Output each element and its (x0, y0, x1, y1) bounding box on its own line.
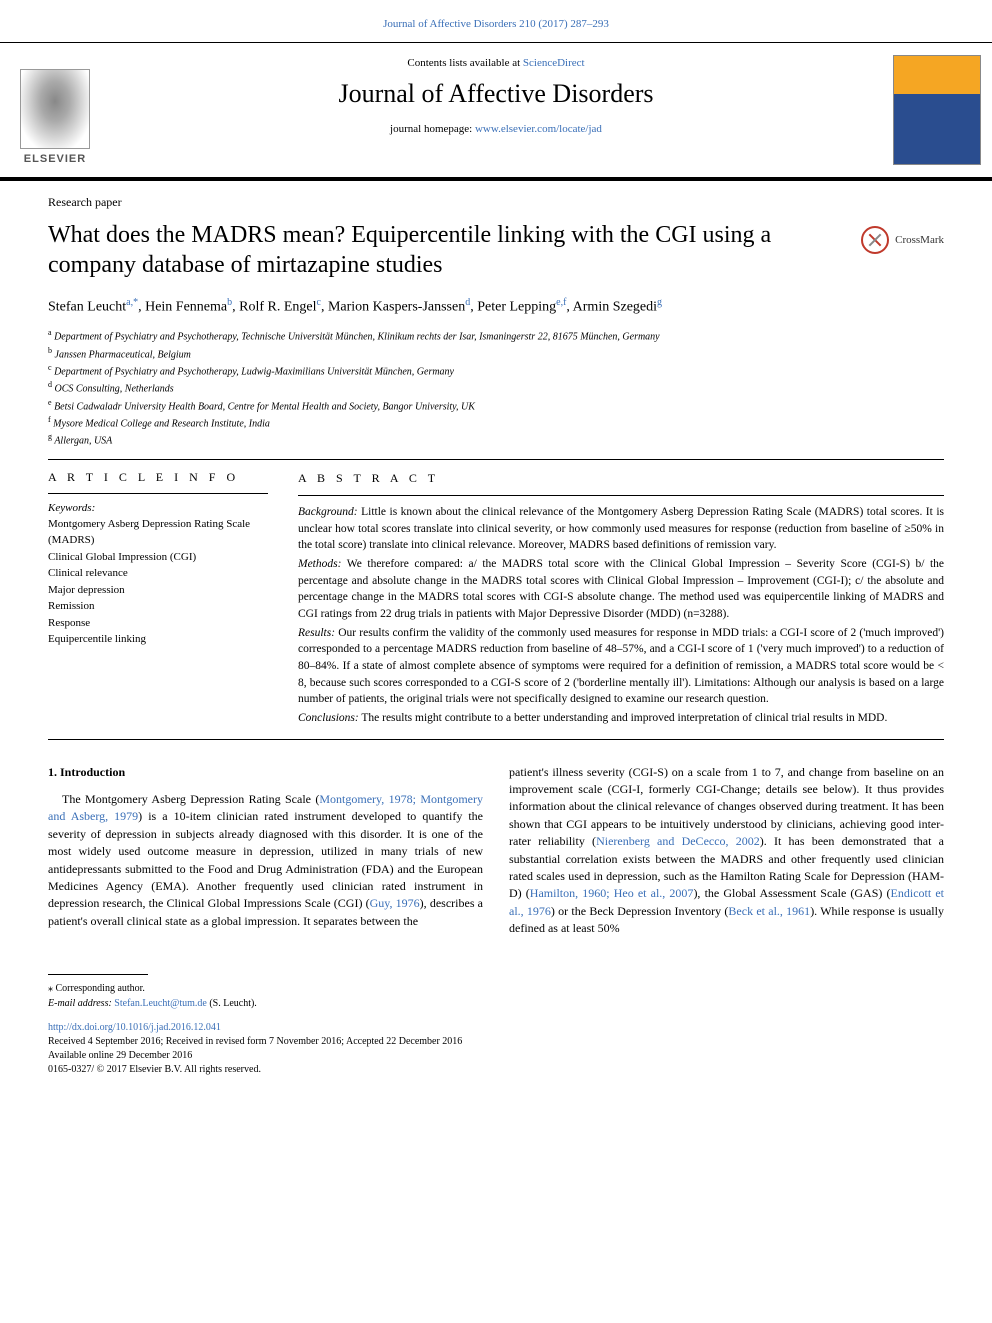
journal-title: Journal of Affective Disorders (110, 79, 882, 109)
keyword: Major depression (48, 582, 268, 599)
crossmark[interactable]: CrossMark (861, 226, 944, 254)
article-info: A R T I C L E I N F O Keywords: Montgome… (48, 470, 268, 729)
affiliation: f Mysore Medical College and Research In… (48, 414, 944, 431)
body-text: ), the Global Assessment Scale (GAS) ( (693, 886, 890, 900)
keywords-list: Montgomery Asberg Depression Rating Scal… (48, 516, 268, 648)
abstract-heading: A B S T R A C T (298, 470, 944, 487)
section-rule-2 (48, 739, 944, 740)
column-right: patient's illness severity (CGI-S) on a … (509, 764, 944, 938)
author-affiliation-marker: e,f (556, 297, 566, 308)
column-left: 1. Introduction The Montgomery Asberg De… (48, 764, 483, 938)
keyword: Clinical Global Impression (CGI) (48, 549, 268, 566)
author: Rolf R. Engel (239, 300, 316, 315)
section-rule (48, 459, 944, 460)
body-columns: 1. Introduction The Montgomery Asberg De… (48, 764, 944, 938)
author: Armin Szegedi (573, 300, 657, 315)
ref-link[interactable]: Guy, 1976 (370, 896, 420, 910)
paper-type: Research paper (48, 195, 944, 210)
body-paragraph-2: patient's illness severity (CGI-S) on a … (509, 764, 944, 938)
affiliation: g Allergan, USA (48, 431, 944, 448)
crossmark-icon (861, 226, 889, 254)
copyright-line: 0165-0327/ © 2017 Elsevier B.V. All righ… (48, 1063, 944, 1077)
keyword: Remission (48, 598, 268, 615)
masthead: ELSEVIER Contents lists available at Sci… (0, 42, 992, 178)
corresponding-author: ⁎ Corresponding author. (48, 981, 944, 996)
abstract-conclusions-text: The results might contribute to a better… (359, 712, 888, 724)
author-affiliation-marker: b (227, 297, 232, 308)
abstract-results-text: Our results confirm the validity of the … (298, 627, 944, 706)
author-affiliation-marker: d (465, 297, 470, 308)
contents-line: Contents lists available at ScienceDirec… (110, 57, 882, 69)
citation-link[interactable]: Journal of Affective Disorders 210 (2017… (383, 18, 609, 30)
journal-cover-icon (893, 55, 981, 165)
author-affiliation-marker: a,* (126, 297, 138, 308)
abstract-methods-text: We therefore compared: a/ the MADRS tota… (298, 558, 944, 620)
email-line: E-mail address: Stefan.Leucht@tum.de (S.… (48, 996, 944, 1011)
article-info-heading: A R T I C L E I N F O (48, 470, 268, 485)
journal-cover-block (882, 51, 992, 169)
author-affiliation-marker: g (657, 297, 662, 308)
sciencedirect-link[interactable]: ScienceDirect (523, 57, 585, 69)
footnotes: ⁎ Corresponding author. E-mail address: … (48, 981, 944, 1011)
info-abstract-row: A R T I C L E I N F O Keywords: Montgome… (48, 470, 944, 729)
publisher-name: ELSEVIER (24, 153, 86, 165)
keyword: Response (48, 615, 268, 632)
masthead-center: Contents lists available at ScienceDirec… (110, 51, 882, 169)
doi-block: http://dx.doi.org/10.1016/j.jad.2016.12.… (48, 1021, 944, 1077)
author: Peter Lepping (477, 300, 556, 315)
publisher-logo-block: ELSEVIER (0, 51, 110, 169)
affiliation: d OCS Consulting, Netherlands (48, 379, 944, 396)
affiliation: b Janssen Pharmaceutical, Belgium (48, 345, 944, 362)
affiliation: a Department of Psychiatry and Psychothe… (48, 327, 944, 344)
ref-link[interactable]: Hamilton, 1960; Heo et al., 2007 (530, 886, 694, 900)
abstract-background: Background: Little is known about the cl… (298, 504, 944, 554)
keywords-label: Keywords: (48, 502, 268, 514)
abstract: A B S T R A C T Background: Little is kn… (298, 470, 944, 729)
abstract-results: Results: Our results confirm the validit… (298, 625, 944, 708)
affiliation: e Betsi Cadwaladr University Health Boar… (48, 397, 944, 414)
abstract-results-label: Results: (298, 627, 335, 639)
elsevier-tree-icon (20, 69, 90, 149)
affiliation: c Department of Psychiatry and Psychothe… (48, 362, 944, 379)
doi-link[interactable]: http://dx.doi.org/10.1016/j.jad.2016.12.… (48, 1021, 944, 1035)
homepage-prefix: journal homepage: (390, 123, 475, 135)
article-title: What does the MADRS mean? Equipercentile… (48, 220, 845, 280)
keyword: Equipercentile linking (48, 631, 268, 648)
abstract-rule (298, 495, 944, 496)
abstract-conclusions-label: Conclusions: (298, 712, 359, 724)
contents-prefix: Contents lists available at (407, 57, 522, 69)
abstract-conclusions: Conclusions: The results might contribut… (298, 710, 944, 727)
body-text: ) or the Beck Depression Inventory ( (551, 904, 729, 918)
abstract-background-text: Little is known about the clinical relev… (298, 506, 944, 551)
article-info-rule (48, 493, 268, 494)
body-text: The Montgomery Asberg Depression Rating … (62, 792, 319, 806)
author: Hein Fennema (145, 300, 227, 315)
author-affiliation-marker: c (317, 297, 321, 308)
abstract-background-label: Background: (298, 506, 358, 518)
keyword: Montgomery Asberg Depression Rating Scal… (48, 516, 268, 549)
available-line: Available online 29 December 2016 (48, 1049, 944, 1063)
homepage-link[interactable]: www.elsevier.com/locate/jad (475, 123, 602, 135)
keyword: Clinical relevance (48, 565, 268, 582)
article-body: Research paper What does the MADRS mean?… (0, 181, 992, 1101)
received-line: Received 4 September 2016; Received in r… (48, 1035, 944, 1049)
email-link[interactable]: Stefan.Leucht@tum.de (114, 998, 207, 1009)
author: Marion Kaspers-Janssen (328, 300, 465, 315)
footnote-rule (48, 974, 148, 975)
header-citation: Journal of Affective Disorders 210 (2017… (0, 0, 992, 42)
affiliations-block: a Department of Psychiatry and Psychothe… (48, 327, 944, 448)
authors-line: Stefan Leuchta,*, Hein Fennemab, Rolf R.… (48, 296, 944, 317)
crossmark-label: CrossMark (895, 234, 944, 246)
body-paragraph-1: The Montgomery Asberg Depression Rating … (48, 791, 483, 930)
title-row: What does the MADRS mean? Equipercentile… (48, 220, 944, 290)
author: Stefan Leucht (48, 300, 126, 315)
ref-link[interactable]: Beck et al., 1961 (728, 904, 810, 918)
email-suffix: (S. Leucht). (207, 998, 257, 1009)
abstract-methods-label: Methods: (298, 558, 341, 570)
homepage-line: journal homepage: www.elsevier.com/locat… (110, 123, 882, 135)
email-label: E-mail address: (48, 998, 114, 1009)
section-heading: 1. Introduction (48, 764, 483, 781)
abstract-methods: Methods: We therefore compared: a/ the M… (298, 556, 944, 623)
ref-link[interactable]: Nierenberg and DeCecco, 2002 (596, 834, 760, 848)
